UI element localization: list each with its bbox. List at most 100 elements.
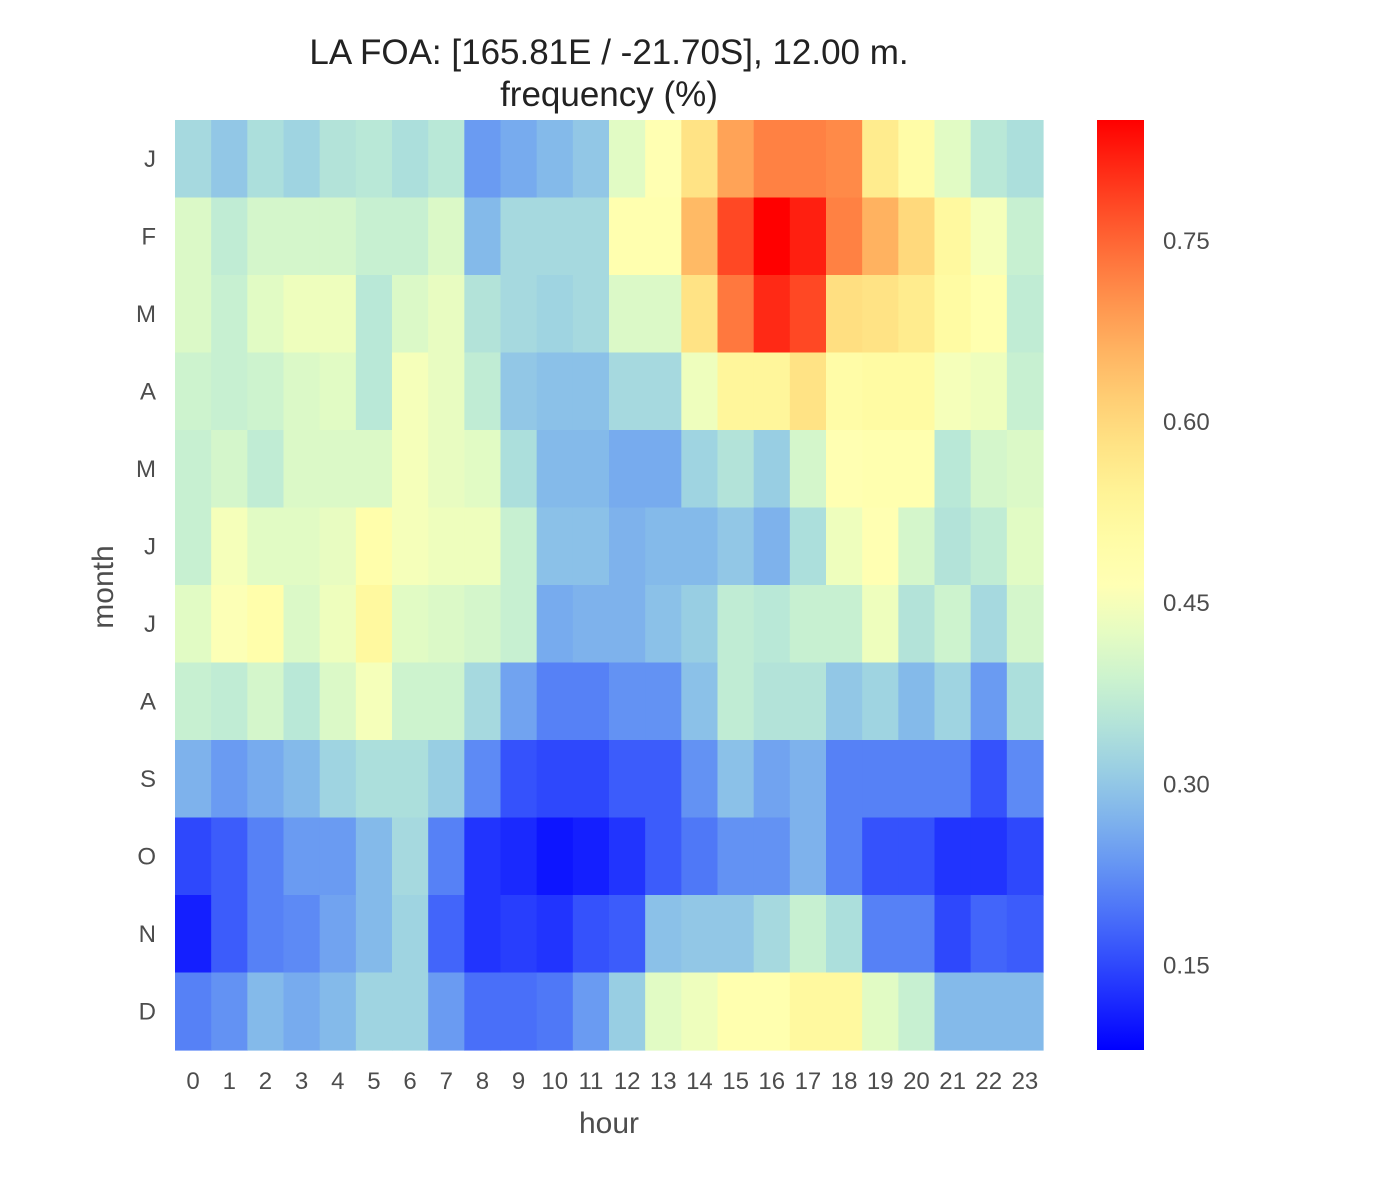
heatmap-cell [536, 507, 574, 586]
heatmap-cell [898, 507, 936, 586]
heatmap-cell [1006, 895, 1044, 974]
heatmap-cell [970, 507, 1008, 586]
heatmap-cell [789, 430, 827, 509]
heatmap-cell [862, 507, 899, 586]
heatmap-cell [283, 430, 321, 509]
heatmap-cell [1006, 430, 1044, 509]
heatmap-cell [789, 197, 827, 276]
heatmap-cell [283, 120, 321, 199]
heatmap-cell [862, 352, 899, 431]
heatmap-cell [862, 817, 899, 896]
heatmap-cell [645, 120, 682, 199]
heatmap-cell [826, 740, 863, 819]
heatmap-cell [609, 352, 646, 431]
y-tick-label: D [139, 998, 156, 1025]
heatmap-cell [247, 120, 285, 199]
heatmap-cell [355, 352, 393, 431]
heatmap-cell [464, 430, 502, 509]
heatmap-cell [175, 197, 212, 276]
heatmap-cell [645, 275, 682, 354]
heatmap-cell [717, 972, 755, 1051]
heatmap-cell [355, 662, 393, 741]
heatmap-cell [392, 972, 429, 1051]
heatmap-cell [464, 507, 502, 586]
heatmap-cell [319, 895, 357, 974]
heatmap-cell [355, 275, 393, 354]
heatmap-cell [283, 895, 321, 974]
heatmap-cell [175, 430, 212, 509]
colorbar-tick-labels: 0.15 0.30 0.45 0.60 0.75 [1163, 228, 1210, 980]
colorbar-tick-label: 0.45 [1163, 590, 1210, 617]
heatmap-cell [970, 275, 1008, 354]
heatmap-cell [753, 507, 791, 586]
heatmap-cell [609, 817, 646, 896]
heatmap-cell [500, 972, 538, 1051]
heatmap-cell [211, 352, 248, 431]
heatmap-cell [826, 972, 863, 1051]
heatmap-cell [934, 895, 972, 974]
heatmap-cell [753, 197, 791, 276]
heatmap-cell [536, 352, 574, 431]
heatmap-cell [898, 972, 936, 1051]
x-tick-label: 16 [758, 1068, 785, 1095]
heatmap-cell [500, 430, 538, 509]
x-tick-label: 19 [867, 1068, 894, 1095]
heatmap-cell [934, 507, 972, 586]
heatmap-cell [536, 895, 574, 974]
x-tick-label: 5 [367, 1068, 380, 1095]
heatmap-cell [898, 817, 936, 896]
heatmap-cell [319, 585, 357, 664]
heatmap-cell [934, 352, 972, 431]
heatmap-cell [717, 120, 755, 199]
heatmap-cell [645, 662, 682, 741]
y-tick-label: S [140, 766, 156, 793]
heatmap-cell [717, 275, 755, 354]
heatmap-cell [1006, 507, 1044, 586]
x-tick-label: 11 [578, 1068, 603, 1095]
heatmap-cell [355, 740, 393, 819]
heatmap-cell [392, 120, 429, 199]
heatmap-cell [717, 197, 755, 276]
heatmap-cell [572, 430, 610, 509]
heatmap-cell [609, 275, 646, 354]
heatmap-cell [1006, 740, 1044, 819]
x-tick-label: 12 [614, 1068, 641, 1095]
y-tick-label: A [140, 378, 156, 405]
heatmap-cell [789, 352, 827, 431]
heatmap-cell [211, 972, 248, 1051]
heatmap-cell [211, 662, 248, 741]
heatmap-cell [681, 662, 719, 741]
heatmap-cell [428, 430, 465, 509]
heatmap-cell [392, 585, 429, 664]
heatmap-cell [717, 895, 755, 974]
x-tick-label: 22 [975, 1068, 1002, 1095]
heatmap-cell [428, 585, 465, 664]
heatmap-cell [609, 197, 646, 276]
heatmap-cell [862, 197, 899, 276]
heatmap-cell [428, 740, 465, 819]
y-tick-label: N [139, 921, 156, 948]
heatmap-cell [934, 120, 972, 199]
heatmap-cell [862, 740, 899, 819]
heatmap-cell [681, 430, 719, 509]
heatmap-cell [789, 662, 827, 741]
heatmap-cell [572, 275, 610, 354]
heatmap-cell [500, 662, 538, 741]
heatmap-cell [898, 120, 936, 199]
x-tick-label: 23 [1012, 1068, 1039, 1095]
heatmap-cell [283, 507, 321, 586]
heatmap-cell [753, 585, 791, 664]
heatmap-cell [536, 197, 574, 276]
heatmap-cell [717, 662, 755, 741]
heatmap-cell [934, 817, 972, 896]
x-tick-labels: 0 1 2 3 4 5 6 7 8 9 10 11 12 13 14 15 16 17 18 19 20 21 22 23 [186, 1068, 1038, 1095]
heatmap-cell [247, 352, 285, 431]
heatmap-cell [572, 507, 610, 586]
heatmap-cell [536, 430, 574, 509]
heatmap-cell [211, 430, 248, 509]
heatmap-cell [609, 972, 646, 1051]
heatmap-cell [572, 817, 610, 896]
heatmap-cell [392, 430, 429, 509]
heatmap-cell [247, 507, 285, 586]
heatmap-cell [1006, 662, 1044, 741]
